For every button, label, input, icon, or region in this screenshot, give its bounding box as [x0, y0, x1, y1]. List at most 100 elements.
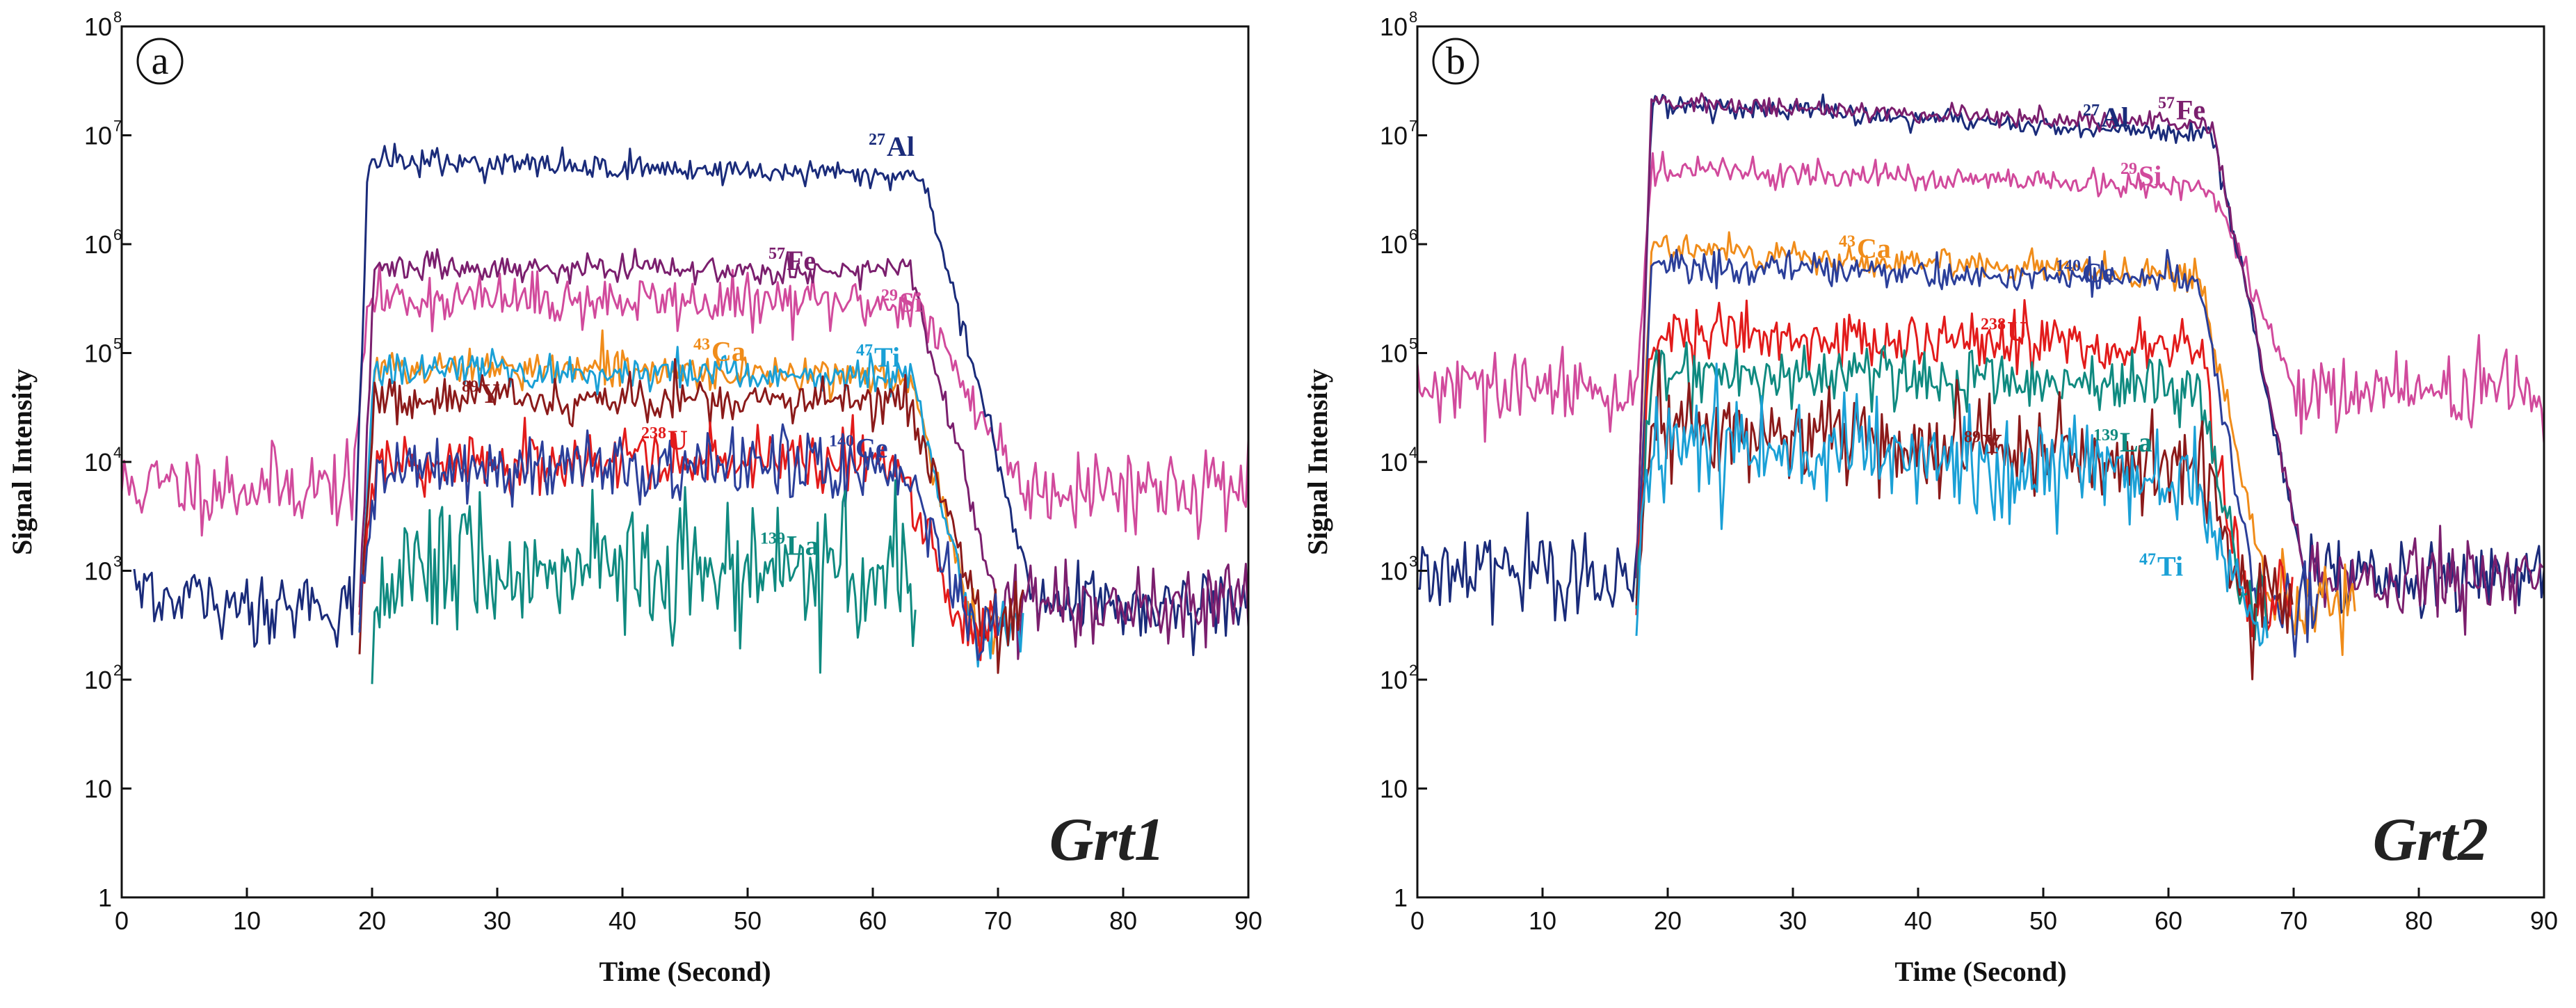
panel-b-tag: b — [1446, 40, 1465, 83]
y-tick-exponent: 4 — [1409, 444, 1417, 461]
y-tick-label: 10 — [84, 230, 112, 259]
x-tick-label: 50 — [734, 906, 762, 935]
series-label-mass: 43 — [1839, 233, 1855, 251]
y-tick-label: 10 — [84, 13, 112, 41]
x-tick-label: 90 — [2530, 906, 2558, 935]
y-tick-label: 1 — [1394, 883, 1408, 912]
panel-b-x-ticks: 0 10 20 30 40 50 60 70 80 90 — [1410, 888, 2558, 935]
series-label-mass: 27 — [2083, 102, 2100, 120]
series-label-mass: 43 — [693, 336, 710, 354]
x-tick-label: 0 — [1410, 906, 1424, 935]
series-label-mass: 89 — [462, 378, 478, 396]
series-label-mass: 140 — [2056, 257, 2081, 275]
y-tick-base: 10 — [84, 339, 112, 368]
y-tick-exponent: 5 — [113, 335, 122, 353]
series-line-ca — [1635, 231, 2356, 656]
y-tick-base: 10 — [1380, 557, 1408, 586]
y-tick-label: 10 — [84, 557, 112, 586]
y-tick-base: 10 — [1380, 448, 1408, 477]
series-line-ti — [358, 346, 1024, 668]
series-label-mass: 47 — [856, 342, 873, 360]
series-label-name: Ti — [874, 342, 900, 373]
panel-a-sample-label: Grt1 — [1049, 806, 1165, 874]
y-tick-base: 10 — [84, 13, 112, 41]
panel-a-labels: 29 Si 27 Al 57 Fe 43 Ca 47 Ti 89 Y 238 U 140 Ce 139 La — [462, 131, 922, 561]
y-tick-exponent: 6 — [113, 226, 122, 243]
y-tick-label: 10 — [1380, 557, 1408, 586]
series-label-name: Ti — [2157, 551, 2183, 582]
y-tick-base: 10 — [1380, 339, 1408, 368]
series-line-la — [371, 479, 917, 685]
panel-b-y-axis-title: Signal Intensity — [1302, 369, 1333, 555]
panel-b-labels: 29 Si 27 Al 57 Fe 43 Ca 140 Ce 238 U 139 La 89 Y 47 Ti — [1839, 95, 2205, 582]
series-label-mass: 140 — [829, 433, 854, 451]
series-label-name: Y — [1982, 429, 2002, 460]
y-tick-exponent: 8 — [113, 8, 122, 26]
y-tick-label: 10 — [1380, 13, 1408, 41]
y-tick-base: 10 — [1380, 122, 1408, 150]
x-tick-label: 60 — [2155, 906, 2182, 935]
y-tick-base: 10 — [84, 557, 112, 586]
y-tick-exponent: 2 — [113, 662, 122, 679]
series-label-mass: 57 — [768, 245, 785, 263]
x-tick-label: 30 — [483, 906, 511, 935]
series-label-name: Ca — [711, 336, 746, 367]
y-tick-base: 10 — [84, 666, 112, 694]
panel-a-y-axis-title: Signal Intensity — [6, 369, 38, 555]
x-tick-label: 80 — [2405, 906, 2433, 935]
series-label-mass: 89 — [1964, 429, 1981, 447]
y-tick-exponent: 3 — [1409, 553, 1417, 570]
series-line-si — [1417, 150, 2544, 444]
y-tick-label: 10 — [1380, 448, 1408, 477]
y-tick-label: 10 — [84, 666, 112, 694]
y-tick-label: 10 — [1380, 339, 1408, 368]
x-tick-label: 0 — [115, 906, 129, 935]
series-label-name: La — [2120, 426, 2152, 458]
x-tick-label: 50 — [2029, 906, 2057, 935]
series-label-name: Si — [899, 287, 922, 318]
y-tick-base: 10 — [84, 775, 112, 803]
y-tick-exponent: 5 — [1409, 335, 1417, 353]
x-tick-label: 40 — [609, 906, 636, 935]
y-tick-base: 10 — [1380, 13, 1408, 41]
series-line-si — [122, 262, 1248, 541]
y-tick-exponent: 3 — [113, 553, 122, 570]
panel-b-x-axis-title: Time (Second) — [1894, 956, 2066, 987]
y-tick-exponent: 6 — [1409, 226, 1417, 243]
series-label-mass: 139 — [760, 530, 785, 548]
x-tick-label: 70 — [984, 906, 1012, 935]
series-label-name: Al — [2101, 102, 2129, 133]
series-label-name: Si — [2139, 160, 2162, 191]
y-tick-label: 10 — [84, 775, 112, 803]
y-tick-exponent: 7 — [113, 118, 122, 135]
series-label-name: Fe — [787, 245, 816, 276]
series-line-fe — [1635, 92, 2544, 636]
panel-b-frame — [1416, 25, 2545, 899]
series-label-name: Al — [887, 131, 915, 162]
y-tick-exponent: 2 — [1409, 662, 1417, 679]
series-line-u — [1635, 298, 2294, 637]
x-tick-label: 20 — [358, 906, 386, 935]
y-tick-base: 10 — [1380, 775, 1408, 803]
x-tick-label: 10 — [233, 906, 261, 935]
y-tick-label: 1 — [98, 883, 112, 912]
panel-b-series — [1417, 92, 2544, 680]
y-tick-label: 10 — [1380, 230, 1408, 259]
series-line-ce — [358, 423, 999, 661]
x-tick-label: 90 — [1234, 906, 1262, 935]
panel-a-series — [122, 143, 1248, 685]
panel-a-x-axis-title: Time (Second) — [599, 956, 771, 987]
panel-a-x-ticks: 0 10 20 30 40 50 60 70 80 90 — [115, 888, 1262, 935]
series-label-mass: 29 — [2120, 160, 2137, 178]
series-label-name: Ca — [1857, 233, 1891, 264]
y-tick-base: 10 — [84, 122, 112, 150]
y-tick-base: 10 — [1380, 230, 1408, 259]
x-tick-label: 30 — [1779, 906, 1807, 935]
series-label-mass: 29 — [881, 287, 898, 305]
panel-b-tag-circle — [1432, 38, 1479, 85]
series-label-name: Y — [480, 378, 500, 409]
